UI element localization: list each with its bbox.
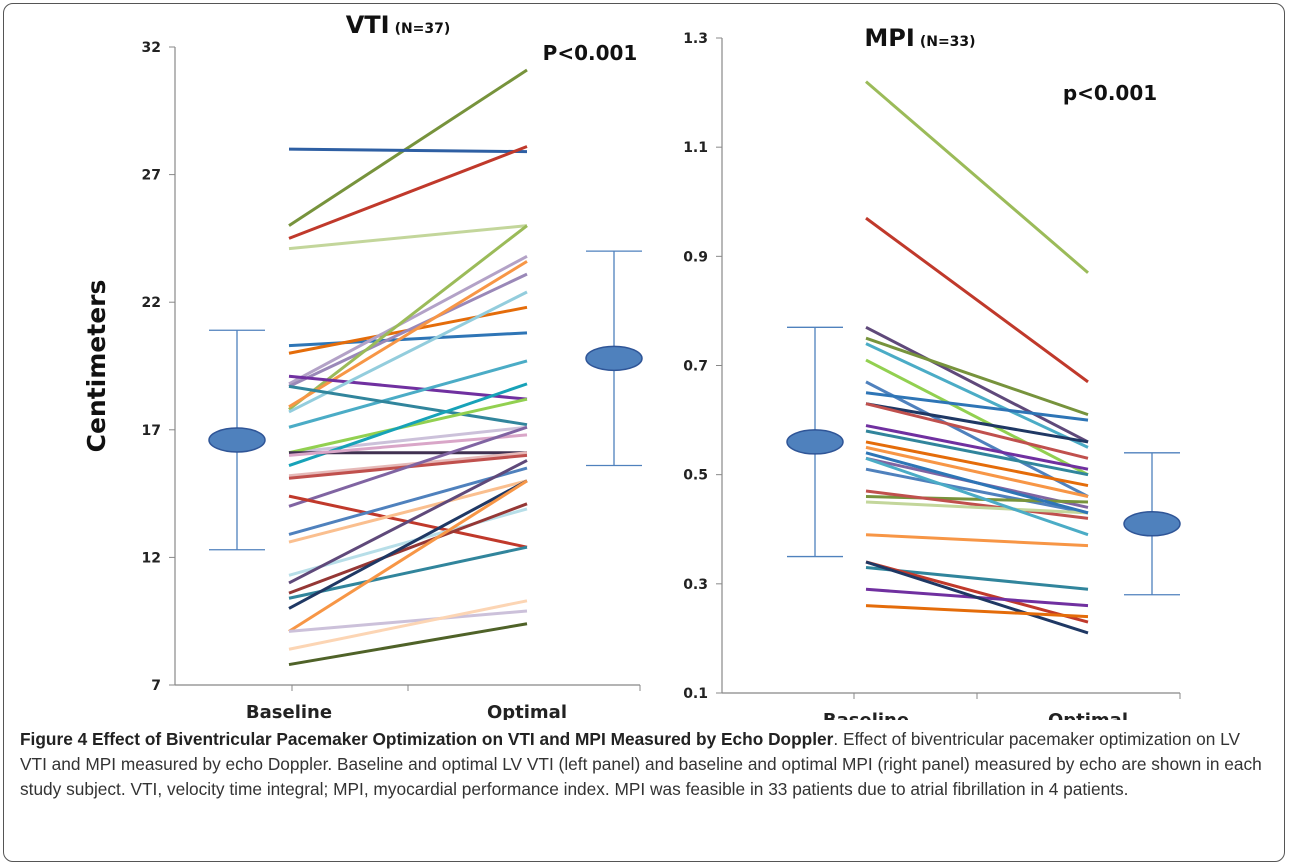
patient-line — [865, 402, 1089, 460]
caption-title: Figure 4 Effect of Biventricular Pacemak… — [20, 729, 834, 749]
patient-line — [288, 466, 528, 536]
y-tick-label: 0.3 — [683, 577, 708, 593]
patient-line — [288, 622, 528, 667]
patient-line — [288, 609, 528, 633]
patient-line — [288, 224, 528, 251]
annotation: p<0.001 — [1063, 81, 1157, 105]
title-main: VTI — [346, 11, 390, 39]
patient-line — [865, 533, 1089, 548]
patient-line — [865, 440, 1089, 488]
chart-title: VTI (N=37) — [346, 11, 451, 39]
y-tick-label: 1.1 — [683, 140, 708, 156]
y-tick-label: 1.3 — [683, 31, 708, 47]
mean-marker — [1123, 511, 1181, 537]
y-axis-label: Centimeters — [82, 280, 111, 453]
chart-title: MPI (N=33) — [864, 24, 975, 52]
y-tick-label: 0.1 — [683, 686, 708, 702]
patient-line — [865, 358, 1089, 476]
mean-marker — [208, 427, 266, 453]
patient-line — [865, 429, 1089, 477]
patient-line — [288, 599, 528, 651]
patient-line — [288, 479, 528, 610]
patient-line — [865, 342, 1089, 449]
patient-line — [865, 560, 1089, 624]
patient-line — [288, 479, 528, 633]
chart: 7 12 17 22 27 32 Baseline Optimal VTI (N=37) P<0.0… — [82, 11, 1181, 720]
patient-line — [865, 467, 1089, 515]
title-n: (N=37) — [395, 21, 451, 37]
x-tick-label: Baseline — [246, 702, 332, 720]
patient-line — [865, 336, 1089, 417]
mean-marker — [585, 345, 643, 372]
patient-line — [288, 254, 528, 386]
patient-line — [288, 545, 528, 600]
caption-text: . Effect of biventricular pacemaker opti… — [20, 729, 1262, 799]
patient-line — [865, 445, 1089, 498]
y-tick-label: 0.7 — [683, 359, 708, 375]
patient-line — [865, 495, 1089, 504]
patient-line — [865, 604, 1089, 619]
patient-line — [865, 456, 1089, 537]
patient-line — [288, 459, 528, 585]
patient-line — [288, 425, 528, 455]
caption: Figure 4 Effect of Biventricular Pacemak… — [20, 727, 1270, 802]
patient-line — [288, 147, 528, 154]
y-tick-label: 12 — [142, 550, 161, 566]
patient-line — [865, 424, 1089, 471]
patient-line — [288, 433, 528, 457]
y-tick-label: 17 — [142, 423, 161, 439]
y-tick-label: 0.5 — [683, 468, 708, 484]
x-tick-label: Baseline — [823, 710, 909, 720]
patient-line — [288, 272, 528, 388]
patient-line — [865, 325, 1089, 444]
patient-line — [865, 216, 1089, 384]
patient-line — [288, 359, 528, 429]
patient-line — [865, 402, 1089, 444]
patient-line — [288, 68, 528, 227]
y-tick-label: 22 — [142, 295, 161, 311]
patient-line — [288, 451, 528, 478]
y-tick-label: 7 — [151, 678, 161, 694]
patient-line — [288, 425, 528, 508]
y-tick-label: 32 — [142, 40, 161, 56]
patient-line — [288, 145, 528, 240]
patient-line — [288, 331, 528, 348]
patient-line — [288, 374, 528, 401]
patient-line — [288, 224, 528, 411]
annotation: P<0.001 — [543, 41, 638, 65]
y-tick-label: 27 — [142, 168, 161, 184]
patient-line — [865, 560, 1089, 635]
patient-line — [288, 260, 528, 409]
title-n: (N=33) — [920, 34, 976, 50]
figure-frame — [3, 3, 1285, 862]
mean-marker — [786, 429, 844, 455]
patient-line — [865, 451, 1089, 515]
x-tick-label: Optimal — [487, 702, 567, 720]
patient-line — [865, 489, 1089, 520]
y-tick-label: 0.9 — [683, 249, 708, 265]
patient-line — [865, 80, 1089, 274]
patient-line — [865, 391, 1089, 422]
patient-line — [865, 500, 1089, 515]
patient-line — [288, 479, 528, 544]
title-main: MPI — [864, 24, 914, 52]
patient-line — [288, 384, 528, 427]
patient-line — [288, 502, 528, 595]
x-tick-label: Optimal — [1048, 710, 1128, 720]
